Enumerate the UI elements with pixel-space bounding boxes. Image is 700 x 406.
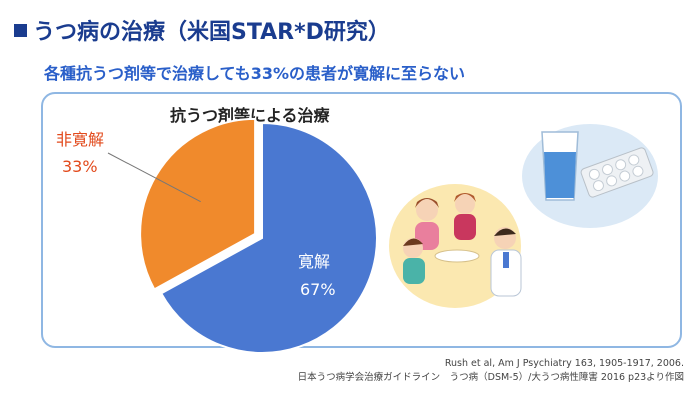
remission-label: 寛解: [298, 252, 331, 271]
source-line-1: Rush et al, Am J Psychiatry 163, 1905-19…: [444, 358, 684, 369]
title-bullet-icon: [14, 23, 27, 37]
page-title-text: うつ病の治療（米国STAR*D研究）: [33, 20, 390, 45]
non-remission-leader-line: [107, 152, 201, 203]
non-remission-value-label: 33%: [62, 157, 98, 176]
water-glass-and-pills-illustration: [522, 124, 658, 228]
remission-value-label: 67%: [300, 280, 336, 299]
pie-slice-remission: [159, 121, 378, 354]
page-subtitle: 各種抗うつ剤等で治療しても33%の患者が寛解に至らない: [44, 64, 466, 83]
doctor-consultation-illustration: [389, 184, 522, 308]
pie-slice-non-remission: [139, 117, 257, 291]
page-title: うつ病の治療（米国STAR*D研究）: [14, 14, 390, 46]
chart-title: 抗うつ剤等による治療: [170, 106, 330, 125]
source-citation: Rush et al, Am J Psychiatry 163, 1905-19…: [298, 357, 684, 385]
non-remission-label: 非寛解: [56, 130, 105, 149]
source-line-2: 日本うつ病学会治療ガイドライン うつ病（DSM-5）/大うつ病性障害 2016 …: [297, 372, 684, 383]
